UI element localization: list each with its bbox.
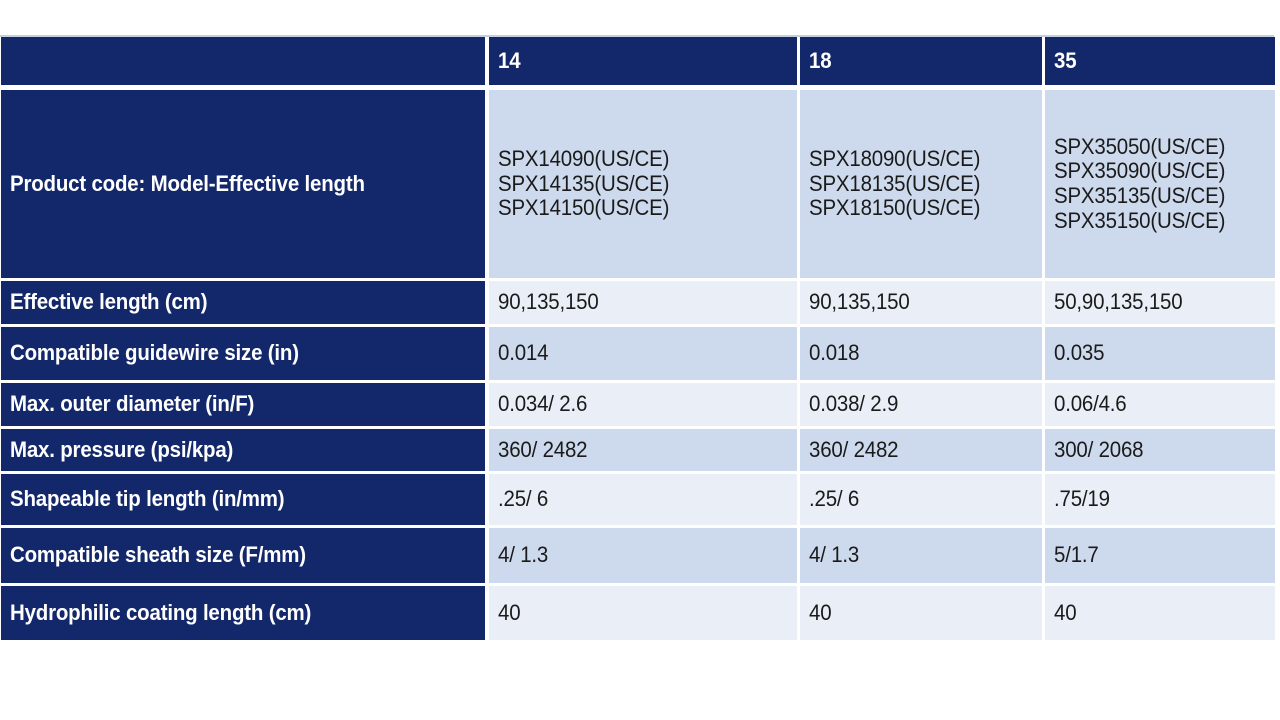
data-cell: 0.014 (489, 327, 797, 380)
table-row-shapeable-tip: Shapeable tip length (in/mm) .25/ 6 .25/… (1, 474, 1275, 525)
cell-value: 40 (498, 599, 521, 625)
row-label-cell: Max. outer diameter (in/F) (1, 383, 485, 426)
cell-value: 360/ 2482 (498, 436, 588, 462)
data-cell: 40 (1045, 586, 1275, 640)
table-row-product-code: Product code: Model-Effective length SPX… (1, 90, 1275, 278)
cell-value: SPX18090(US/CE) SPX18135(US/CE) SPX18150… (809, 146, 981, 221)
cell-value: 4/ 1.3 (809, 542, 860, 568)
cell-value: SPX14090(US/CE) SPX14135(US/CE) SPX14150… (498, 146, 670, 221)
cell-value: 4/ 1.3 (498, 542, 549, 568)
data-cell: 0.035 (1045, 327, 1275, 380)
cell-value: 0.034/ 2.6 (498, 391, 588, 417)
cell-value: 50,90,135,150 (1054, 289, 1183, 315)
cell-value: 90,135,150 (809, 289, 910, 315)
row-label-cell: Hydrophilic coating length (cm) (1, 586, 485, 640)
cell-value: .25/ 6 (809, 486, 860, 512)
table-row-outer-diameter: Max. outer diameter (in/F) 0.034/ 2.6 0.… (1, 383, 1275, 426)
data-cell: .25/ 6 (800, 474, 1042, 525)
data-cell: 360/ 2482 (800, 429, 1042, 471)
column-header-label: 35 (1054, 48, 1077, 73)
row-label-cell: Max. pressure (psi/kpa) (1, 429, 485, 471)
cell-value: 5/1.7 (1054, 542, 1099, 568)
cell-value: 90,135,150 (498, 289, 599, 315)
cell-value: 0.038/ 2.9 (809, 391, 899, 417)
cell-value: .25/ 6 (498, 486, 549, 512)
data-cell: 90,135,150 (489, 281, 797, 324)
row-label: Product code: Model-Effective length (10, 170, 365, 196)
table-top-border (0, 35, 1274, 37)
data-cell: SPX14090(US/CE) SPX14135(US/CE) SPX14150… (489, 90, 797, 278)
row-label: Max. pressure (psi/kpa) (10, 436, 234, 462)
data-cell: 0.034/ 2.6 (489, 383, 797, 426)
row-label: Hydrophilic coating length (cm) (10, 599, 312, 625)
table-row-guidewire-size: Compatible guidewire size (in) 0.014 0.0… (1, 327, 1275, 380)
table-row-max-pressure: Max. pressure (psi/kpa) 360/ 2482 360/ 2… (1, 429, 1275, 471)
data-cell: 360/ 2482 (489, 429, 797, 471)
data-cell: .75/19 (1045, 474, 1275, 525)
column-header-label: 18 (809, 48, 832, 73)
product-spec-table: 14 18 35 Product code: Model-Effective l… (1, 37, 1275, 643)
cell-value: 0.035 (1054, 340, 1105, 366)
data-cell: 4/ 1.3 (489, 528, 797, 583)
data-cell: SPX35050(US/CE) SPX35090(US/CE) SPX35135… (1045, 90, 1275, 278)
cell-value: 300/ 2068 (1054, 436, 1144, 462)
data-cell: 90,135,150 (800, 281, 1042, 324)
cell-value: 0.014 (498, 340, 549, 366)
data-cell: 0.038/ 2.9 (800, 383, 1042, 426)
row-label-cell: Product code: Model-Effective length (1, 90, 485, 278)
cell-value: .75/19 (1054, 486, 1110, 512)
data-cell: 300/ 2068 (1045, 429, 1275, 471)
cell-value: SPX35050(US/CE) SPX35090(US/CE) SPX35135… (1054, 133, 1226, 233)
data-cell: .25/ 6 (489, 474, 797, 525)
data-cell: 4/ 1.3 (800, 528, 1042, 583)
table-header-row: 14 18 35 (1, 37, 1275, 85)
table-row-effective-length: Effective length (cm) 90,135,150 90,135,… (1, 281, 1275, 324)
row-label-cell: Compatible guidewire size (in) (1, 327, 485, 380)
data-cell: 0.018 (800, 327, 1042, 380)
row-label: Max. outer diameter (in/F) (10, 391, 255, 417)
table-row-sheath-size: Compatible sheath size (F/mm) 4/ 1.3 4/ … (1, 528, 1275, 583)
column-header-blank (1, 37, 485, 85)
row-label-cell: Shapeable tip length (in/mm) (1, 474, 485, 525)
cell-value: 0.06/4.6 (1054, 391, 1127, 417)
data-cell: 50,90,135,150 (1045, 281, 1275, 324)
row-label-cell: Compatible sheath size (F/mm) (1, 528, 485, 583)
row-label: Compatible sheath size (F/mm) (10, 542, 306, 568)
row-label: Effective length (cm) (10, 289, 208, 315)
data-cell: SPX18090(US/CE) SPX18135(US/CE) SPX18150… (800, 90, 1042, 278)
data-cell: 5/1.7 (1045, 528, 1275, 583)
data-cell: 40 (800, 586, 1042, 640)
cell-value: 360/ 2482 (809, 436, 899, 462)
row-label-cell: Effective length (cm) (1, 281, 485, 324)
data-cell: 40 (489, 586, 797, 640)
column-header-14: 14 (489, 37, 797, 85)
table-row-hydrophilic-coating: Hydrophilic coating length (cm) 40 40 40 (1, 586, 1275, 640)
cell-value: 40 (1054, 599, 1077, 625)
column-header-18: 18 (800, 37, 1042, 85)
column-header-35: 35 (1045, 37, 1275, 85)
row-label: Compatible guidewire size (in) (10, 340, 299, 366)
cell-value: 40 (809, 599, 832, 625)
data-cell: 0.06/4.6 (1045, 383, 1275, 426)
column-header-label: 14 (498, 48, 521, 73)
row-label: Shapeable tip length (in/mm) (10, 486, 285, 512)
cell-value: 0.018 (809, 340, 860, 366)
